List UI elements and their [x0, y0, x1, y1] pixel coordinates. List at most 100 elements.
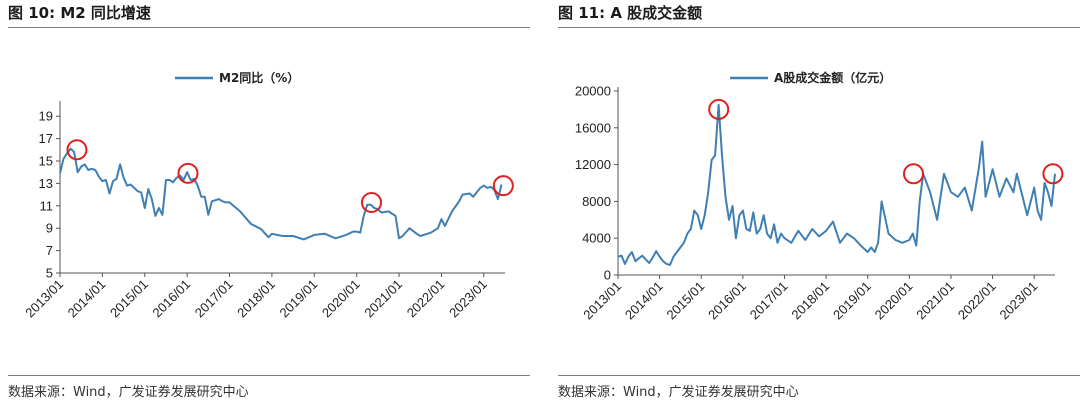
data-point — [697, 214, 699, 216]
data-point — [992, 168, 994, 170]
data-point — [267, 236, 269, 238]
data-point — [867, 251, 869, 253]
data-point — [105, 179, 107, 181]
data-point — [672, 256, 674, 258]
data-point — [151, 198, 153, 200]
data-point — [818, 235, 820, 237]
data-point — [693, 210, 695, 212]
data-point — [745, 228, 747, 230]
data-point — [901, 242, 903, 244]
data-point — [462, 194, 464, 196]
source-divider — [8, 375, 530, 376]
data-point — [707, 191, 709, 193]
data-point — [370, 204, 372, 206]
data-point — [783, 237, 785, 239]
data-point — [718, 104, 720, 106]
source-note: 数据来源：Wind，广发证券发展研究中心 — [558, 385, 799, 400]
data-point — [1033, 187, 1035, 189]
data-point — [190, 179, 192, 181]
data-point — [1051, 205, 1053, 207]
x-tick-label: 2019/01 — [830, 279, 874, 323]
data-point — [186, 171, 188, 173]
x-tick-label: 2015/01 — [107, 277, 151, 321]
data-point — [218, 198, 220, 200]
x-tick-label: 2013/01 — [22, 277, 66, 321]
x-tick-label: 2013/01 — [580, 279, 624, 323]
data-point — [666, 263, 668, 265]
data-point — [912, 233, 914, 235]
data-point — [130, 184, 132, 186]
x-tick-label: 2023/01 — [996, 279, 1040, 323]
x-tick-label: 2017/01 — [747, 279, 791, 323]
data-point — [197, 185, 199, 187]
data-point — [430, 232, 432, 234]
title-divider — [8, 27, 530, 28]
x-tick-label: 2018/01 — [234, 277, 278, 321]
x-tick-label: 2018/01 — [788, 279, 832, 323]
data-point — [1054, 173, 1056, 175]
y-tick-label: 11 — [40, 198, 54, 213]
data-point — [1012, 191, 1014, 193]
data-point — [700, 228, 702, 230]
data-point — [919, 200, 921, 202]
data-point — [154, 215, 156, 217]
data-point — [334, 237, 336, 239]
turnover-chart-panel: 图 11: A 股成交金额 A股成交金额（亿元） 0 4000 8000 12000 16… — [550, 0, 1080, 404]
data-point — [458, 200, 460, 202]
data-point — [999, 196, 1001, 198]
data-point — [735, 237, 737, 239]
data-point — [950, 191, 952, 193]
source-divider — [558, 375, 1080, 376]
x-tick-label: 2016/01 — [705, 279, 749, 323]
data-point — [756, 233, 758, 235]
data-point — [211, 200, 213, 202]
data-point — [832, 221, 834, 223]
y-tick-label: 4000 — [582, 231, 611, 246]
data-point — [978, 168, 980, 170]
data-point — [147, 188, 149, 190]
data-point — [731, 205, 733, 207]
y-tick-label: 0 — [604, 268, 611, 283]
data-point — [70, 148, 72, 150]
data-point — [981, 141, 983, 143]
data-point — [497, 198, 499, 200]
x-tick-label: 2022/01 — [955, 279, 999, 323]
data-point — [669, 264, 671, 266]
data-point — [714, 154, 716, 156]
m2-chart-panel: 图 10: M2 同比增速 M2同比（%） 5 7 9 11 13 15 17 19 2013/0… — [0, 0, 530, 404]
data-point — [804, 239, 806, 241]
data-point — [933, 205, 935, 207]
data-point — [144, 207, 146, 209]
x-tick-label: 2020/01 — [872, 279, 916, 323]
y-tick-label: 19 — [39, 109, 53, 124]
data-point — [250, 223, 252, 225]
data-point — [1005, 177, 1007, 179]
data-point — [204, 196, 206, 198]
data-point — [133, 187, 135, 189]
series-line — [59, 147, 503, 241]
y-tick-label: 5 — [46, 266, 53, 281]
data-point — [402, 235, 404, 237]
x-tick-label: 2021/01 — [913, 279, 957, 323]
x-tick-label: 2014/01 — [65, 277, 109, 321]
data-point — [749, 230, 751, 232]
data-point — [676, 251, 678, 253]
x-tick-label: 2021/01 — [361, 277, 405, 321]
data-point — [770, 237, 772, 239]
data-point — [313, 234, 315, 236]
data-point — [271, 233, 273, 235]
y-tick-label: 9 — [46, 221, 53, 236]
data-point — [874, 251, 876, 253]
data-point — [108, 192, 110, 194]
data-point — [908, 239, 910, 241]
data-point — [200, 196, 202, 198]
figure-10-title: 图 10: M2 同比增速 — [8, 4, 151, 22]
legend-label: M2同比（%） — [219, 70, 299, 85]
data-point — [627, 256, 629, 258]
data-point — [853, 237, 855, 239]
highlight-circle — [492, 175, 514, 197]
data-point — [690, 228, 692, 230]
y-tick-label: 17 — [39, 131, 53, 146]
data-point — [985, 196, 987, 198]
data-point — [225, 201, 227, 203]
